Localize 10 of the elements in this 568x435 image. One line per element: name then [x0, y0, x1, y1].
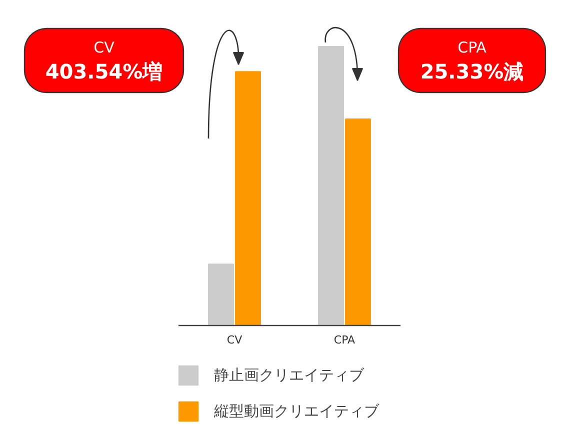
- legend-label: 縦型動画クリエイティブ: [214, 402, 379, 420]
- x-tick-label: CV: [226, 334, 243, 346]
- legend-label: 静止画クリエイティブ: [214, 366, 364, 384]
- x-tick-label: CPA: [334, 334, 356, 346]
- text: CPA 25.33%減: [420, 38, 524, 84]
- bar: [208, 264, 234, 326]
- text: CV 403.54%増: [45, 38, 163, 84]
- bar: [318, 46, 344, 326]
- bar: [345, 118, 371, 326]
- bar: [235, 71, 261, 326]
